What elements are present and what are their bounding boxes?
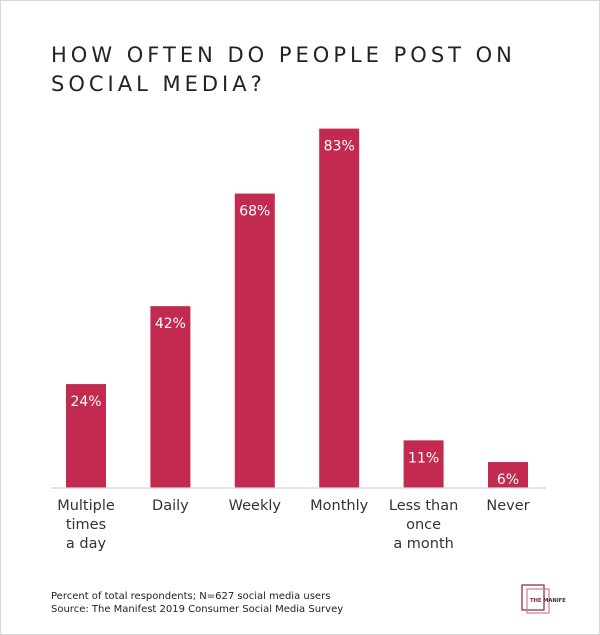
data-label-4: 11% — [408, 450, 439, 466]
footnote-source: Source: The Manifest 2019 Consumer Socia… — [51, 604, 344, 615]
data-label-5: 6% — [497, 472, 519, 488]
chart-title: HOW OFTEN DO PEOPLE POST ON SOCIAL MEDIA… — [51, 43, 516, 96]
data-label-2: 68% — [239, 204, 270, 220]
bar-4 — [403, 440, 444, 488]
x-tick-label-2: Weekly — [229, 498, 282, 514]
footnote-sample: Percent of total respondents; N=627 soci… — [51, 591, 331, 602]
x-tick-label-0: Multiple times a day — [57, 498, 115, 552]
bar-1 — [150, 306, 191, 488]
bar-0 — [66, 384, 106, 488]
bar-3 — [319, 128, 360, 489]
data-label-3: 83% — [324, 139, 355, 155]
data-label-1: 42% — [155, 316, 186, 332]
the-manifest-logo: THE MANIFEST — [521, 584, 566, 614]
footnotes: Percent of total respondents; N=627 soci… — [51, 590, 343, 616]
data-label-0: 24% — [70, 394, 101, 410]
x-tick-label-5: Never — [486, 498, 529, 514]
x-tick-label-4: Less than once a month — [389, 498, 458, 552]
x-tick-label-3: Monthly — [310, 498, 368, 514]
x-tick-label-1: Daily — [152, 498, 189, 514]
svg-text:THE MANIFEST: THE MANIFEST — [530, 598, 566, 604]
bar-5 — [488, 462, 528, 488]
bar-2 — [234, 193, 275, 488]
